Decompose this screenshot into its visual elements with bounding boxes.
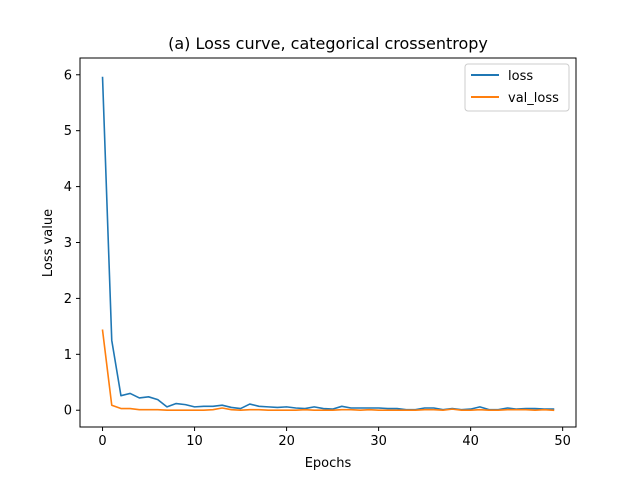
y-axis-ticks: 0 1 2 3 4 5 6 [64,68,80,419]
x-tick-label: 0 [98,434,106,449]
series-line-loss [101,76,555,411]
series-layer [101,76,555,412]
y-tick-label: 5 [64,124,72,139]
x-tick-label: 40 [462,434,479,449]
legend-label-loss: loss [508,69,533,84]
y-tick-label: 4 [64,180,72,195]
y-axis-label: Loss value [41,209,56,277]
x-axis-label: Epochs [305,456,352,471]
y-tick-label: 1 [64,348,72,363]
series-line-val-loss [101,329,555,412]
legend-label-val-loss: val_loss [508,91,559,106]
x-axis-ticks: 0 10 20 30 40 50 [98,427,571,449]
y-tick-label: 0 [64,404,72,419]
y-tick-label: 3 [64,236,72,251]
plot-area-frame [79,57,577,428]
x-tick-label: 50 [554,434,571,449]
y-tick-label: 2 [64,292,72,307]
x-tick-label: 20 [278,434,295,449]
x-tick-label: 30 [370,434,387,449]
chart-title: (a) Loss curve, categorical crossentropy [168,34,488,53]
x-tick-label: 10 [186,434,203,449]
y-tick-label: 6 [64,68,72,83]
legend: loss val_loss [464,63,570,112]
